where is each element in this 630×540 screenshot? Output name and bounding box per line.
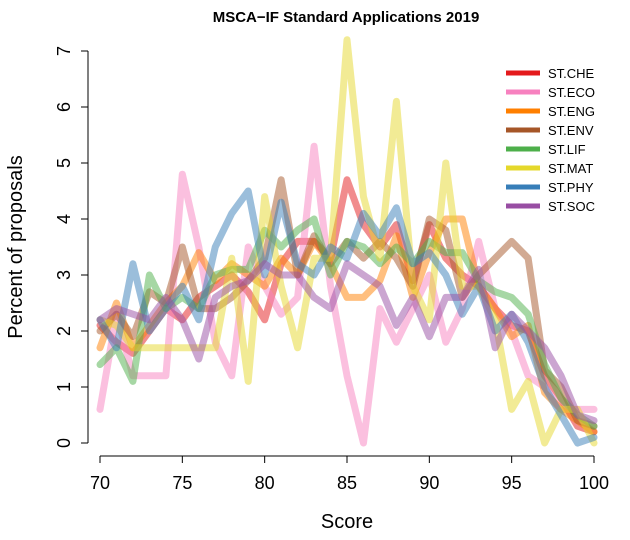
y-ticks: 0 1 2 3 4 5 6 7 <box>54 46 88 448</box>
legend-label: ST.SOC <box>548 199 595 214</box>
y-tick-label: 1 <box>54 382 74 392</box>
legend: ST.CHE ST.ECO ST.ENG ST.ENV ST.LIF ST.MAT ST.P… <box>506 66 595 214</box>
y-tick-label: 2 <box>54 326 74 336</box>
y-tick-label: 7 <box>54 46 74 56</box>
y-tick-label: 0 <box>54 438 74 448</box>
x-tick-label: 75 <box>172 473 192 493</box>
series-line-st-mat <box>96 36 598 447</box>
x-tick-label: 95 <box>502 473 522 493</box>
legend-label: ST.MAT <box>548 161 593 176</box>
legend-label: ST.PHY <box>548 180 594 195</box>
x-tick-label: 100 <box>579 473 609 493</box>
legend-label: ST.LIF <box>548 142 586 157</box>
y-tick-label: 3 <box>54 270 74 280</box>
legend-label: ST.ENG <box>548 104 595 119</box>
y-axis: 0 1 2 3 4 5 6 7 <box>54 46 89 448</box>
x-axis: 70 75 80 85 90 95 100 <box>90 455 609 493</box>
y-axis-label: Percent of proposals <box>5 155 27 338</box>
y-tick-label: 4 <box>54 214 74 224</box>
series-line-st-soc <box>96 260 598 425</box>
x-tick-label: 80 <box>255 473 275 493</box>
legend-label: ST.ENV <box>548 123 594 138</box>
x-tick-label: 90 <box>419 473 439 493</box>
x-axis-label: Score <box>321 511 373 533</box>
x-tick-label: 85 <box>337 473 357 493</box>
series-line-st-lif <box>96 215 598 430</box>
x-ticks: 70 75 80 85 90 95 100 <box>90 456 609 493</box>
plot-lines <box>96 36 598 447</box>
y-tick-label: 5 <box>54 158 74 168</box>
legend-label: ST.CHE <box>548 66 595 81</box>
legend-label: ST.ECO <box>548 85 595 100</box>
y-tick-label: 6 <box>54 102 74 112</box>
x-tick-label: 70 <box>90 473 110 493</box>
chart-title: MSCA−IF Standard Applications 2019 <box>213 9 480 26</box>
